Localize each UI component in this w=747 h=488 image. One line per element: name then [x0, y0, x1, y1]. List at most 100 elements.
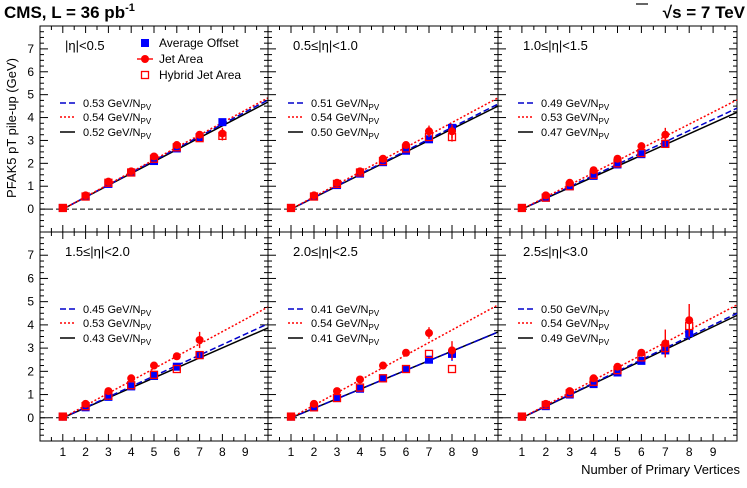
fit-line	[62, 97, 269, 210]
hybrid-jet-area-point	[565, 389, 574, 398]
y-tick-label: 6	[27, 271, 34, 285]
y-tick-label: 3	[27, 133, 34, 147]
y-tick-label: 7	[27, 248, 34, 262]
y-tick-label: 0	[27, 202, 34, 216]
panel-frame	[267, 231, 499, 442]
average-offset-point	[613, 368, 622, 377]
fit-slope-label: 0.50 GeV/NPV	[541, 304, 610, 318]
average-offset-point	[172, 362, 181, 371]
average-offset-point	[613, 160, 622, 169]
hybrid-jet-area-point	[149, 370, 159, 379]
hybrid-jet-area-point	[637, 148, 646, 158]
y-tick-label: 1	[27, 179, 34, 193]
fit-line	[62, 99, 269, 210]
eta-range-label: |η|<0.5	[65, 38, 105, 53]
average-offset-point	[150, 157, 158, 166]
y-tick-label: 1	[27, 388, 34, 402]
fit-slope-subscript: PV	[368, 132, 379, 141]
fit-slope-subscript: PV	[598, 103, 609, 112]
x-tick-label: 1	[288, 445, 295, 459]
x-tick-label: 2	[82, 445, 89, 459]
fit-slope-subscript: PV	[598, 117, 609, 126]
fit-slope-subscript: PV	[368, 309, 379, 318]
fit-slope-value: 0.54 GeV/N	[311, 112, 369, 124]
fit-slope-subscript: PV	[140, 338, 151, 347]
x-tick-label: 2	[311, 445, 318, 459]
fit-slope-label: 0.52 GeV/NPV	[83, 127, 152, 141]
fit-slope-value: 0.53 GeV/N	[83, 318, 141, 330]
fit-slope-value: 0.43 GeV/N	[83, 333, 141, 345]
hybrid-jet-area-point	[58, 203, 67, 213]
hybrid-jet-area-point	[378, 156, 388, 166]
fit-slope-label: 0.50 GeV/NPV	[311, 127, 380, 141]
hybrid-jet-area-point	[541, 400, 550, 410]
fit-slope-label: 0.53 GeV/NPV	[83, 98, 152, 112]
jet-area-point	[333, 387, 341, 396]
hybrid-jet-area-point	[613, 159, 622, 168]
x-tick-label: 7	[662, 445, 669, 459]
fit-slope-value: 0.54 GeV/N	[83, 112, 141, 124]
fit-line	[521, 312, 738, 419]
jet-area-point	[150, 152, 158, 161]
x-tick-label: 1	[519, 445, 526, 459]
hybrid-jet-area-point	[355, 383, 365, 392]
panel-frame	[39, 231, 269, 442]
hybrid-jet-area-point	[286, 203, 296, 213]
x-tick-label: 4	[128, 445, 135, 459]
eta-range-label: 0.5≤|η|<1.0	[293, 38, 358, 53]
x-tick-label: 3	[566, 445, 573, 459]
title-right-main: s = 7 TeV	[672, 3, 746, 22]
jet-area-point	[172, 141, 181, 150]
legend-entry-label: Jet Area	[159, 52, 203, 66]
fit-slope-label: 0.49 GeV/NPV	[541, 98, 610, 112]
fit-slope-value: 0.41 GeV/N	[311, 333, 369, 345]
average-offset-point	[356, 384, 364, 393]
fit-slope-subscript: PV	[140, 132, 151, 141]
fit-slope-subscript: PV	[598, 132, 609, 141]
fit-slope-value: 0.41 GeV/N	[311, 304, 369, 316]
fit-slope-subscript: PV	[598, 338, 609, 347]
fit-line	[290, 331, 499, 419]
x-tick-label: 1	[59, 445, 66, 459]
fit-slope-label: 0.54 GeV/NPV	[541, 318, 610, 332]
fit-slope-value: 0.53 GeV/N	[541, 112, 599, 124]
hybrid-jet-area-point	[637, 353, 646, 362]
jet-area-point	[104, 387, 113, 396]
jet-area-point	[448, 346, 456, 355]
fit-slope-subscript: PV	[140, 117, 151, 126]
legend-marker-hybrid-jet-area	[140, 70, 150, 80]
hybrid-jet-area-point	[195, 350, 204, 360]
hybrid-jet-area-point	[332, 179, 342, 189]
fit-slope-label: 0.41 GeV/NPV	[311, 304, 380, 318]
y-tick-label: 4	[27, 111, 34, 125]
fit-slope-subscript: PV	[368, 103, 379, 112]
average-offset-point	[150, 371, 158, 380]
eta-range-label: 2.5≤|η|<3.0	[523, 244, 588, 259]
title-left-sup: -1	[125, 2, 135, 14]
fit-slope-label: 0.53 GeV/NPV	[541, 112, 610, 126]
hybrid-jet-area-point	[565, 182, 574, 191]
x-tick-label: 5	[151, 445, 158, 459]
fit-slope-value: 0.54 GeV/N	[311, 318, 369, 330]
fit-slope-value: 0.54 GeV/N	[541, 318, 599, 330]
jet-area-point	[637, 142, 646, 151]
fit-slope-label: 0.54 GeV/NPV	[311, 112, 380, 126]
fit-line	[62, 306, 269, 419]
x-tick-label: 3	[105, 445, 112, 459]
average-offset-point	[589, 171, 598, 180]
y-tick-label: 7	[27, 42, 34, 56]
hybrid-jet-area-point	[401, 364, 411, 374]
hybrid-jet-area-point	[172, 143, 181, 152]
jet-area-point	[379, 361, 387, 370]
hybrid-jet-area-point	[58, 412, 67, 421]
fit-slope-value: 0.47 GeV/N	[541, 127, 599, 139]
fit-slope-label: 0.45 GeV/NPV	[83, 304, 152, 318]
fit-slope-label: 0.41 GeV/NPV	[311, 333, 380, 347]
x-tick-label: 6	[403, 445, 410, 459]
jet-area-point	[565, 387, 574, 396]
legend-marker-jet-area	[141, 55, 149, 63]
legend-marker-average-offset	[141, 39, 149, 47]
hybrid-jet-area-point	[589, 170, 598, 179]
hybrid-jet-area-point	[517, 412, 527, 421]
